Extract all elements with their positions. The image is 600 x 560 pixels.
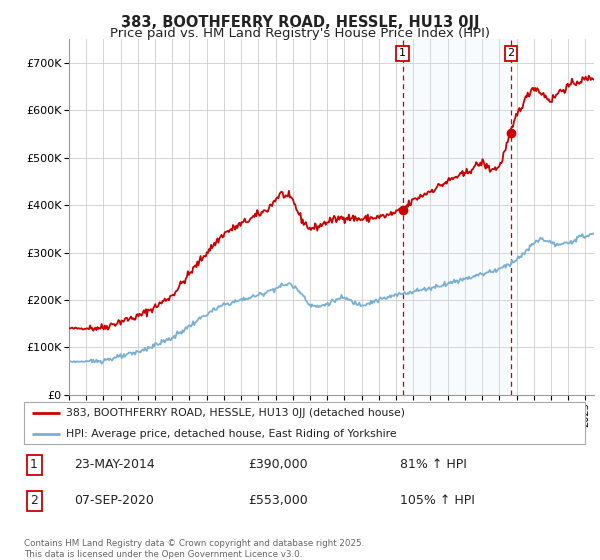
Text: 105% ↑ HPI: 105% ↑ HPI bbox=[400, 494, 475, 507]
Text: 383, BOOTHFERRY ROAD, HESSLE, HU13 0JJ (detached house): 383, BOOTHFERRY ROAD, HESSLE, HU13 0JJ (… bbox=[66, 408, 405, 418]
Text: 1: 1 bbox=[30, 459, 38, 472]
Text: 23-MAY-2014: 23-MAY-2014 bbox=[74, 459, 155, 472]
Text: HPI: Average price, detached house, East Riding of Yorkshire: HPI: Average price, detached house, East… bbox=[66, 428, 397, 438]
Text: Contains HM Land Registry data © Crown copyright and database right 2025.
This d: Contains HM Land Registry data © Crown c… bbox=[24, 539, 364, 559]
Text: 07-SEP-2020: 07-SEP-2020 bbox=[74, 494, 154, 507]
Bar bbox=[403, 39, 511, 395]
Text: 383, BOOTHFERRY ROAD, HESSLE, HU13 0JJ: 383, BOOTHFERRY ROAD, HESSLE, HU13 0JJ bbox=[121, 15, 479, 30]
Text: 2: 2 bbox=[508, 48, 515, 58]
Text: Price paid vs. HM Land Registry's House Price Index (HPI): Price paid vs. HM Land Registry's House … bbox=[110, 27, 490, 40]
Text: £553,000: £553,000 bbox=[248, 494, 308, 507]
Text: 1: 1 bbox=[399, 48, 406, 58]
Text: 81% ↑ HPI: 81% ↑ HPI bbox=[400, 459, 467, 472]
Text: 2: 2 bbox=[30, 494, 38, 507]
Text: £390,000: £390,000 bbox=[248, 459, 308, 472]
